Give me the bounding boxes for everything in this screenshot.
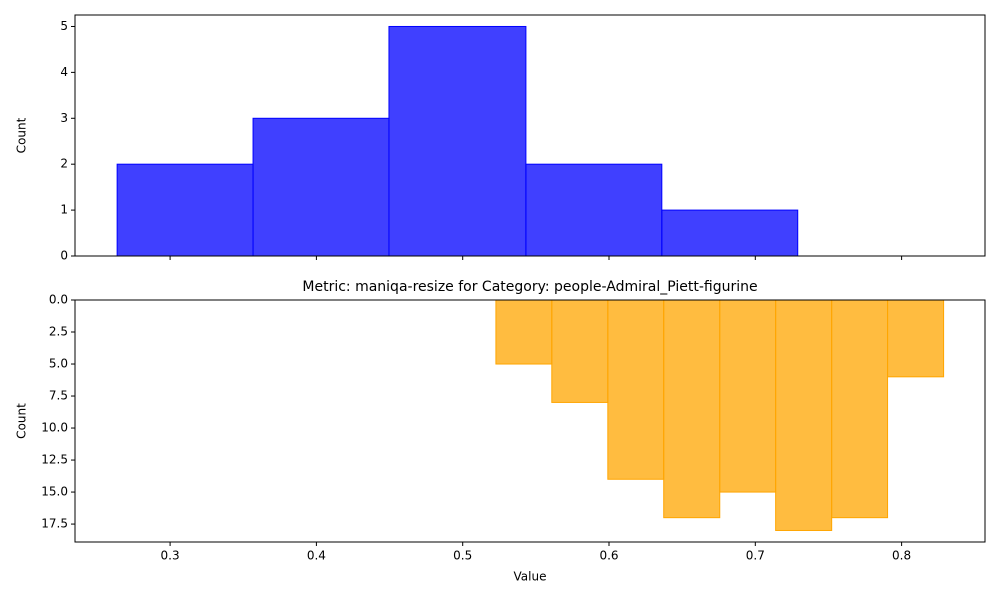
x-tick-label: 0.8 [892,549,911,563]
hist-bar [719,299,777,493]
y-axis-label: Count [15,117,29,153]
hist-bar [887,299,945,378]
axes-frame [74,299,986,543]
hist-bar [388,25,527,257]
x-axis-label: Value [514,570,547,584]
y-tick-label: 0.0 [49,293,68,307]
hist-bar [495,299,553,365]
x-tick-label: 0.4 [307,549,326,563]
y-tick-label: 5 [60,19,68,33]
y-tick-label: 7.5 [49,389,68,403]
y-tick-label: 3 [60,111,68,125]
y-tick-label: 2.5 [49,325,68,339]
y-tick-label: 5.0 [49,357,68,371]
y-tick-label: 4 [60,65,68,79]
y-axis-label: Count [15,403,29,439]
y-tick-label: 17.5 [41,517,68,531]
hist-bar [775,299,833,531]
axes-frame [74,14,986,257]
y-tick-label: 15.0 [41,485,68,499]
x-tick-label: 0.6 [599,549,618,563]
hist-bar [831,299,889,519]
hist-bar [551,299,609,403]
y-tick-label: 10.0 [41,421,68,435]
hist-bar [661,209,799,257]
x-tick-label: 0.5 [453,549,472,563]
hist-bar [525,163,663,257]
hist-bar [607,299,665,480]
y-tick-label: 12.5 [41,453,68,467]
hist-bar [116,163,254,257]
hist-bar [663,299,721,519]
y-tick-label: 1 [60,203,68,217]
x-tick-label: 0.7 [746,549,765,563]
y-tick-label: 0 [60,249,68,263]
x-tick-label: 0.3 [161,549,180,563]
chart-title: Metric: maniqa-resize for Category: peop… [302,279,757,295]
hist-bar [252,117,390,257]
y-tick-label: 2 [60,157,68,171]
